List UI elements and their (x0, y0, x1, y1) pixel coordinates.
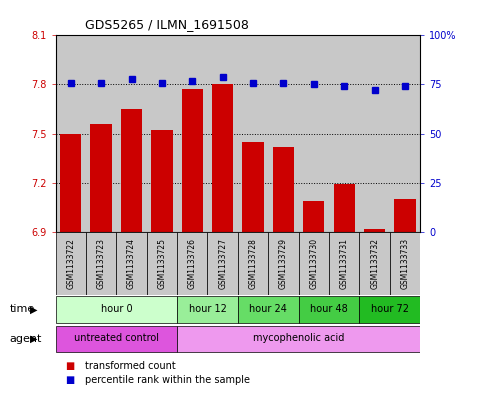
FancyBboxPatch shape (298, 296, 359, 323)
FancyBboxPatch shape (116, 232, 147, 295)
Text: GSM1133729: GSM1133729 (279, 238, 288, 289)
FancyBboxPatch shape (86, 232, 116, 295)
Text: GSM1133723: GSM1133723 (97, 238, 106, 289)
FancyBboxPatch shape (177, 232, 208, 295)
FancyBboxPatch shape (177, 326, 420, 352)
Bar (359, 35, 390, 232)
Bar (303, 201, 325, 232)
Text: hour 72: hour 72 (371, 304, 409, 314)
Bar (238, 35, 268, 232)
Bar (177, 35, 208, 232)
Text: hour 12: hour 12 (188, 304, 227, 314)
FancyBboxPatch shape (56, 232, 86, 295)
Text: untreated control: untreated control (74, 333, 159, 343)
Text: ▶: ▶ (30, 334, 38, 344)
Text: hour 48: hour 48 (310, 304, 348, 314)
Text: mycophenolic acid: mycophenolic acid (253, 333, 344, 343)
Bar (151, 130, 172, 232)
FancyBboxPatch shape (147, 232, 177, 295)
Bar (60, 134, 81, 232)
FancyBboxPatch shape (329, 232, 359, 295)
Text: GSM1133732: GSM1133732 (370, 238, 379, 289)
Text: time: time (10, 305, 35, 314)
Bar (147, 35, 177, 232)
Text: GSM1133724: GSM1133724 (127, 238, 136, 289)
Bar (212, 84, 233, 232)
Bar (56, 35, 86, 232)
Text: agent: agent (10, 334, 42, 344)
Text: GSM1133726: GSM1133726 (188, 238, 197, 289)
Text: GSM1133725: GSM1133725 (157, 238, 167, 289)
FancyBboxPatch shape (238, 296, 298, 323)
Bar (364, 229, 385, 232)
Bar (329, 35, 359, 232)
FancyBboxPatch shape (238, 232, 268, 295)
Bar (390, 35, 420, 232)
Bar (242, 142, 264, 232)
Bar (334, 184, 355, 232)
FancyBboxPatch shape (208, 232, 238, 295)
Text: transformed count: transformed count (85, 361, 175, 371)
FancyBboxPatch shape (359, 232, 390, 295)
Text: GSM1133727: GSM1133727 (218, 238, 227, 289)
FancyBboxPatch shape (56, 296, 177, 323)
FancyBboxPatch shape (359, 296, 420, 323)
Bar (121, 109, 142, 232)
Bar (273, 147, 294, 232)
Text: GDS5265 / ILMN_1691508: GDS5265 / ILMN_1691508 (85, 18, 249, 31)
Text: GSM1133722: GSM1133722 (66, 238, 75, 289)
FancyBboxPatch shape (177, 296, 238, 323)
Bar (116, 35, 147, 232)
Text: GSM1133728: GSM1133728 (249, 238, 257, 289)
Bar (182, 90, 203, 232)
FancyBboxPatch shape (56, 326, 177, 352)
Text: ▶: ▶ (30, 305, 38, 314)
Bar (90, 124, 112, 232)
Text: percentile rank within the sample: percentile rank within the sample (85, 375, 250, 385)
Text: GSM1133730: GSM1133730 (309, 238, 318, 289)
FancyBboxPatch shape (268, 232, 298, 295)
Text: GSM1133733: GSM1133733 (400, 238, 410, 289)
Bar (86, 35, 116, 232)
FancyBboxPatch shape (390, 232, 420, 295)
Bar (298, 35, 329, 232)
Text: ■: ■ (65, 361, 74, 371)
Bar (268, 35, 298, 232)
Text: hour 24: hour 24 (249, 304, 287, 314)
Bar (208, 35, 238, 232)
Text: GSM1133731: GSM1133731 (340, 238, 349, 289)
Bar (395, 199, 416, 232)
FancyBboxPatch shape (298, 232, 329, 295)
Text: hour 0: hour 0 (100, 304, 132, 314)
Text: ■: ■ (65, 375, 74, 385)
